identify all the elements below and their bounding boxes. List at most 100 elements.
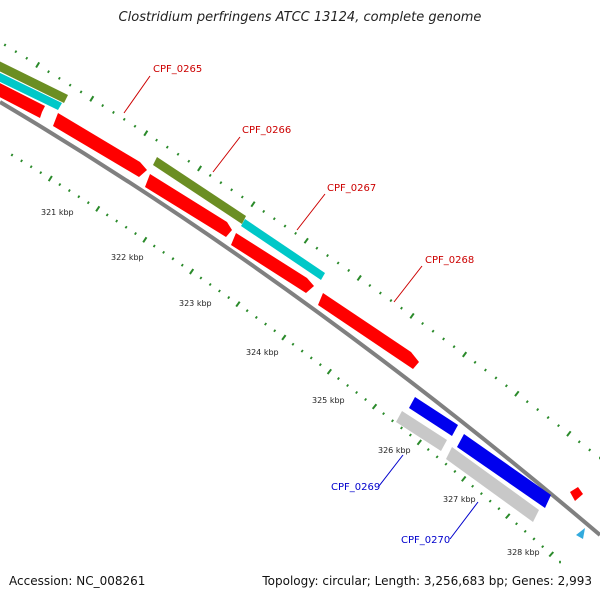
inner-row-tick (142, 236, 148, 243)
inner-row-tick (479, 492, 483, 496)
cyan-feature-2[interactable] (241, 219, 325, 280)
outer-row-tick (101, 104, 105, 108)
outer-row-tick (79, 90, 83, 94)
inner-row-tick (408, 433, 412, 437)
outer-row-tick (588, 448, 592, 452)
inner-row-tick (124, 225, 128, 229)
outer-row-tick (546, 416, 550, 420)
outer-row-tick (356, 274, 362, 281)
inner-row-tick (171, 257, 175, 261)
kbp-label-327: 327 kbp (443, 495, 476, 504)
cds-small-arrow[interactable] (570, 487, 583, 501)
inner-row-tick (254, 315, 258, 319)
inner-row-tick (400, 426, 403, 430)
leader-CPF_0265 (123, 75, 151, 114)
inner-row-tick (488, 499, 492, 503)
inner-row-tick (444, 462, 448, 466)
outer-row-tick (452, 345, 456, 349)
outer-row-tick (197, 165, 203, 172)
leader-CPF_0270 (449, 501, 479, 540)
gray-feature-2[interactable] (446, 447, 539, 522)
outer-row-tick (68, 83, 72, 87)
inner-row-tick (105, 213, 109, 217)
inner-row-tick (264, 322, 268, 326)
outer-row-tick (409, 312, 415, 319)
inner-row-tick (326, 368, 332, 375)
outer-row-tick (504, 384, 508, 388)
outer-row-tick (461, 351, 468, 358)
kbp-label-324: 324 kbp (246, 348, 279, 357)
inner-row-tick (364, 397, 368, 402)
cyan-feature-1[interactable] (0, 69, 62, 110)
gene-label-CPF_0270[interactable]: CPF_0270 (401, 535, 450, 546)
inner-row-tick (199, 276, 203, 280)
cds-CPF_0266[interactable] (145, 174, 232, 237)
outer-row-tick (230, 188, 234, 192)
outer-row-tick (89, 95, 95, 102)
inner-row-tick (39, 171, 43, 175)
outer-row-tick (272, 217, 276, 221)
gene-label-CPF_0267[interactable]: CPF_0267 (327, 183, 376, 194)
outer-row-tick (566, 430, 572, 437)
inner-row-tick (245, 309, 249, 313)
gene-label-CPF_0265[interactable]: CPF_0265 (153, 64, 202, 75)
inner-row-tick (453, 469, 457, 473)
inner-row-tick (318, 363, 322, 367)
cds-CPF_0270[interactable] (457, 434, 551, 508)
inner-row-tick (336, 377, 340, 381)
outer-row-tick (176, 152, 180, 156)
cds-CPF_0267[interactable] (231, 233, 314, 293)
outer-row-tick (133, 124, 137, 128)
kbp-label-321: 321 kbp (41, 208, 74, 217)
inner-row-tick (162, 250, 166, 254)
inner-row-tick (180, 263, 184, 267)
inner-row-tick (134, 232, 137, 236)
cds-CPF_0269[interactable] (409, 397, 458, 436)
inner-row-tick (505, 513, 511, 520)
cds-CPF_0268[interactable] (318, 293, 419, 369)
outer-row-tick (536, 408, 540, 412)
outer-row-tick (47, 70, 50, 74)
inner-row-tick (115, 219, 119, 223)
gene-label-CPF_0269[interactable]: CPF_0269 (331, 482, 380, 493)
cds-CPF_0265-left[interactable] (0, 78, 45, 118)
outer-row-tick (421, 321, 425, 326)
cyan-marker[interactable] (576, 528, 585, 539)
outer-row-tick (473, 360, 477, 364)
inner-row-tick (281, 334, 287, 341)
outer-row-tick (35, 61, 41, 69)
outer-row-tick (389, 299, 393, 303)
outer-row-tick (122, 117, 126, 121)
inner-row-tick (523, 529, 527, 533)
outer-row-tick (494, 376, 498, 380)
inner-row-tick (152, 244, 156, 248)
inner-row-tick (515, 522, 518, 526)
map-title: Clostridium perfringens ATCC 13124, comp… (118, 10, 482, 25)
inner-row-tick (416, 439, 422, 446)
inner-row-tick (10, 153, 14, 157)
outer-row-tick (262, 209, 266, 213)
gene-label-CPF_0266[interactable]: CPF_0266 (242, 125, 291, 136)
olive-feature-1[interactable] (0, 59, 68, 103)
inner-row-tick (426, 448, 430, 452)
genome-backbone (0, 100, 600, 537)
outer-row-tick (143, 130, 149, 137)
outer-row-tick (187, 159, 191, 163)
inner-row-tick (382, 412, 386, 416)
gray-feature-1[interactable] (396, 411, 447, 451)
outer-row-tick (3, 43, 7, 47)
gene-label-CPF_0268[interactable]: CPF_0268 (425, 255, 474, 266)
outer-row-tick (25, 56, 29, 60)
outer-row-tick (431, 329, 435, 333)
inner-row-tick (346, 383, 350, 388)
outer-row-tick (240, 195, 244, 199)
inner-row-tick (189, 268, 195, 275)
outer-row-tick (294, 231, 298, 235)
outer-row-tick (57, 76, 61, 80)
outer-row-tick (303, 237, 309, 244)
outer-row-tick (283, 224, 287, 228)
inner-row-tick (273, 329, 277, 333)
cds-CPF_0265[interactable] (53, 113, 147, 177)
olive-feature-2[interactable] (153, 157, 246, 224)
